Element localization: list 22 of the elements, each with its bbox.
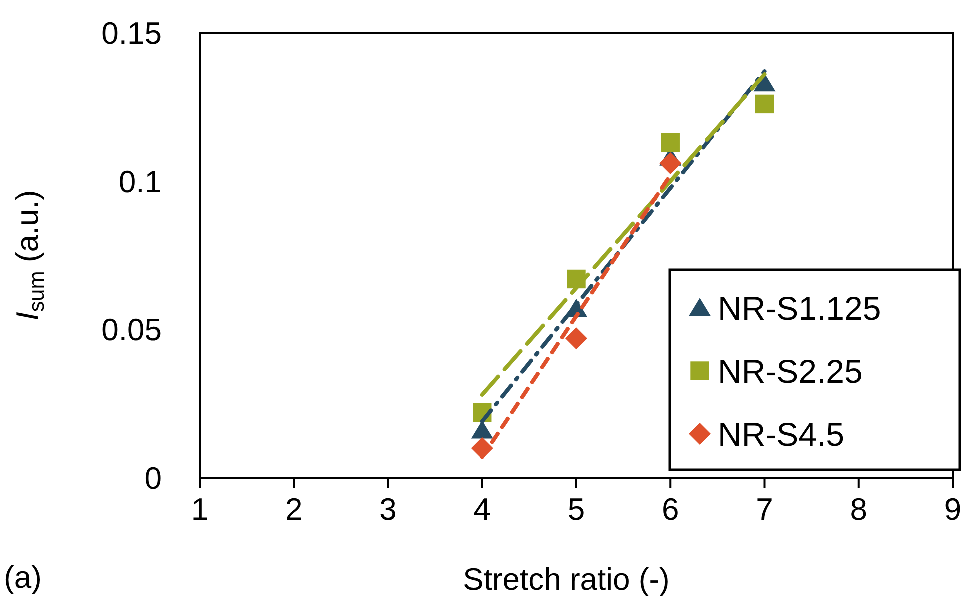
x-tick-label: 6: [662, 492, 680, 527]
x-tick-label: 1: [191, 492, 209, 527]
x-tick-label: 4: [474, 492, 491, 527]
text: (a): [4, 560, 42, 595]
x-axis-title: Stretch ratio (-): [463, 562, 670, 597]
x-tick-label: 8: [850, 492, 868, 527]
x-tick-label: 5: [568, 492, 586, 527]
y-tick-label: 0.05: [102, 312, 162, 348]
legend-label: NR-S1.125: [718, 290, 882, 327]
legend-label: NR-S2.25: [718, 353, 863, 390]
y-tick-label: 0.1: [118, 164, 162, 200]
point: [660, 152, 682, 175]
point: [566, 328, 588, 350]
x-tick-label: 3: [380, 492, 397, 527]
point: [661, 133, 680, 152]
x-tick-label: 7: [756, 492, 774, 527]
legend-label: NR-S4.5: [718, 416, 845, 453]
point: [755, 94, 774, 114]
y-tick-label: 0: [144, 461, 162, 496]
x-tick-label: 2: [286, 492, 303, 527]
x-tick-label: 9: [944, 492, 962, 527]
y-tick-label: 0.15: [102, 16, 162, 51]
